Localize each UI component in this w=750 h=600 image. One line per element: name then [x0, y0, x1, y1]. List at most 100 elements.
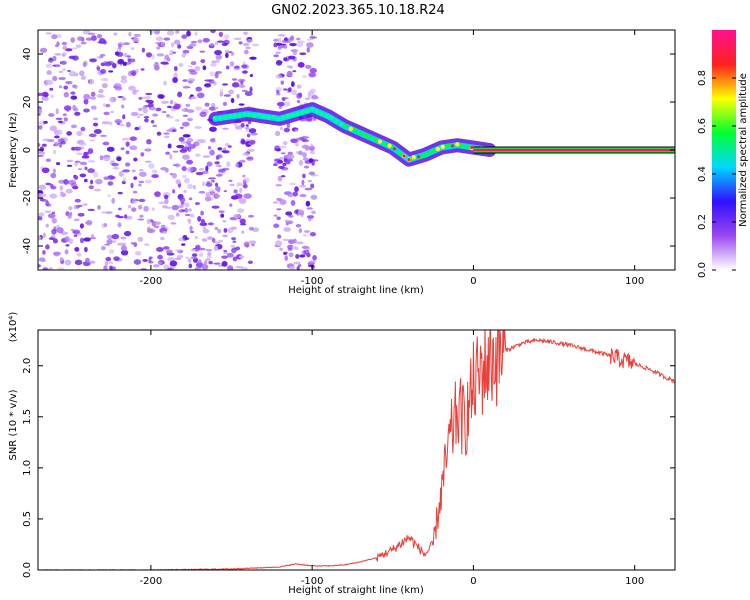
ridge-point: [242, 111, 247, 117]
noise-speck: [219, 88, 224, 93]
noise-speck: [57, 120, 63, 124]
noise-speck: [293, 261, 301, 265]
noise-speck: [79, 223, 84, 229]
noise-speck: [118, 43, 122, 50]
noise-speck: [151, 53, 155, 60]
noise-speck: [208, 261, 213, 265]
noise-speck: [230, 97, 235, 104]
noise-speck: [73, 234, 78, 237]
noise-speck: [238, 41, 243, 45]
noise-speck: [230, 244, 236, 248]
noise-speck: [160, 41, 165, 47]
noise-speck: [241, 89, 248, 93]
y-tick-label: 0.0: [22, 562, 33, 578]
noise-speck: [181, 52, 186, 58]
noise-speck: [215, 54, 223, 60]
noise-speck: [187, 208, 192, 212]
noise-speck: [218, 168, 226, 173]
noise-speck: [277, 159, 284, 164]
noise-speck: [164, 198, 169, 205]
noise-speck: [249, 56, 257, 60]
noise-speck: [233, 189, 238, 194]
x-tick-label: 100: [625, 276, 644, 287]
noise-speck: [166, 129, 173, 132]
noise-speck: [54, 135, 60, 139]
spectrogram-x-ticks: -200 -100 0 100: [140, 30, 644, 287]
ridge-point: [411, 155, 416, 160]
noise-speck: [243, 177, 250, 183]
noise-speck: [55, 117, 63, 120]
noise-speck: [249, 86, 253, 93]
noise-speck: [45, 32, 52, 35]
noise-speck: [103, 265, 108, 270]
noise-speck: [83, 108, 90, 113]
noise-speck: [43, 120, 48, 124]
ridge-point: [280, 115, 286, 120]
noise-speck: [167, 214, 175, 221]
noise-speck: [130, 70, 137, 76]
noise-speck: [80, 75, 86, 81]
noise-speck: [132, 89, 137, 95]
noise-speck: [211, 137, 216, 142]
noise-speck: [38, 215, 43, 221]
noise-speck: [108, 70, 114, 73]
noise-speck: [44, 94, 48, 98]
ridge-point: [387, 143, 392, 148]
noise-speck: [129, 145, 138, 151]
noise-speck: [80, 41, 87, 45]
noise-speck: [82, 203, 88, 206]
noise-speck: [128, 31, 132, 37]
colorbar-ticks: 0.0 0.2 0.4 0.6 0.8: [697, 70, 736, 278]
noise-speck: [150, 120, 155, 124]
noise-speck: [217, 187, 221, 193]
noise-speck: [104, 260, 109, 266]
noise-speck: [87, 32, 96, 35]
noise-speck: [198, 190, 206, 194]
noise-speck: [207, 222, 214, 226]
noise-speck: [123, 214, 128, 219]
noise-speck: [88, 133, 97, 138]
noise-speck: [296, 266, 300, 270]
noise-speck: [245, 124, 249, 127]
noise-speck: [38, 125, 43, 130]
noise-speck: [219, 156, 224, 159]
noise-speck: [138, 169, 144, 172]
noise-speck: [63, 91, 69, 98]
noise-speck: [309, 150, 316, 155]
ridge-point: [329, 115, 334, 120]
ridge-point: [430, 148, 436, 153]
noise-speck: [171, 204, 180, 211]
noise-speck: [76, 130, 83, 137]
noise-speck: [45, 63, 53, 68]
noise-speck: [130, 182, 134, 189]
snr-frame: [37, 329, 676, 571]
ridge-point: [247, 112, 252, 118]
noise-speck: [83, 98, 89, 105]
noise-speck: [125, 121, 131, 128]
noise-speck: [169, 50, 174, 53]
noise-speck: [167, 105, 172, 109]
noise-speck: [70, 37, 76, 43]
noise-speck: [238, 84, 246, 88]
noise-speck: [132, 190, 138, 194]
noise-speck: [129, 136, 137, 141]
noise-speck: [77, 168, 83, 171]
noise-speck: [190, 256, 198, 259]
noise-speck: [290, 35, 295, 41]
noise-speck: [208, 79, 215, 84]
noise-speck: [42, 232, 47, 239]
noise-speck: [163, 54, 168, 61]
noise-speck: [238, 255, 245, 259]
noise-speck: [241, 64, 248, 69]
noise-speck: [68, 238, 74, 244]
noise-speck: [68, 55, 76, 60]
noise-speck: [196, 139, 203, 143]
noise-speck: [225, 65, 230, 70]
noise-speck: [306, 46, 310, 53]
noise-speck: [222, 101, 228, 106]
noise-speck: [291, 246, 297, 250]
noise-speck: [299, 254, 306, 258]
ridge-point: [440, 144, 445, 150]
noise-speck: [311, 210, 316, 215]
noise-speck: [163, 194, 169, 200]
